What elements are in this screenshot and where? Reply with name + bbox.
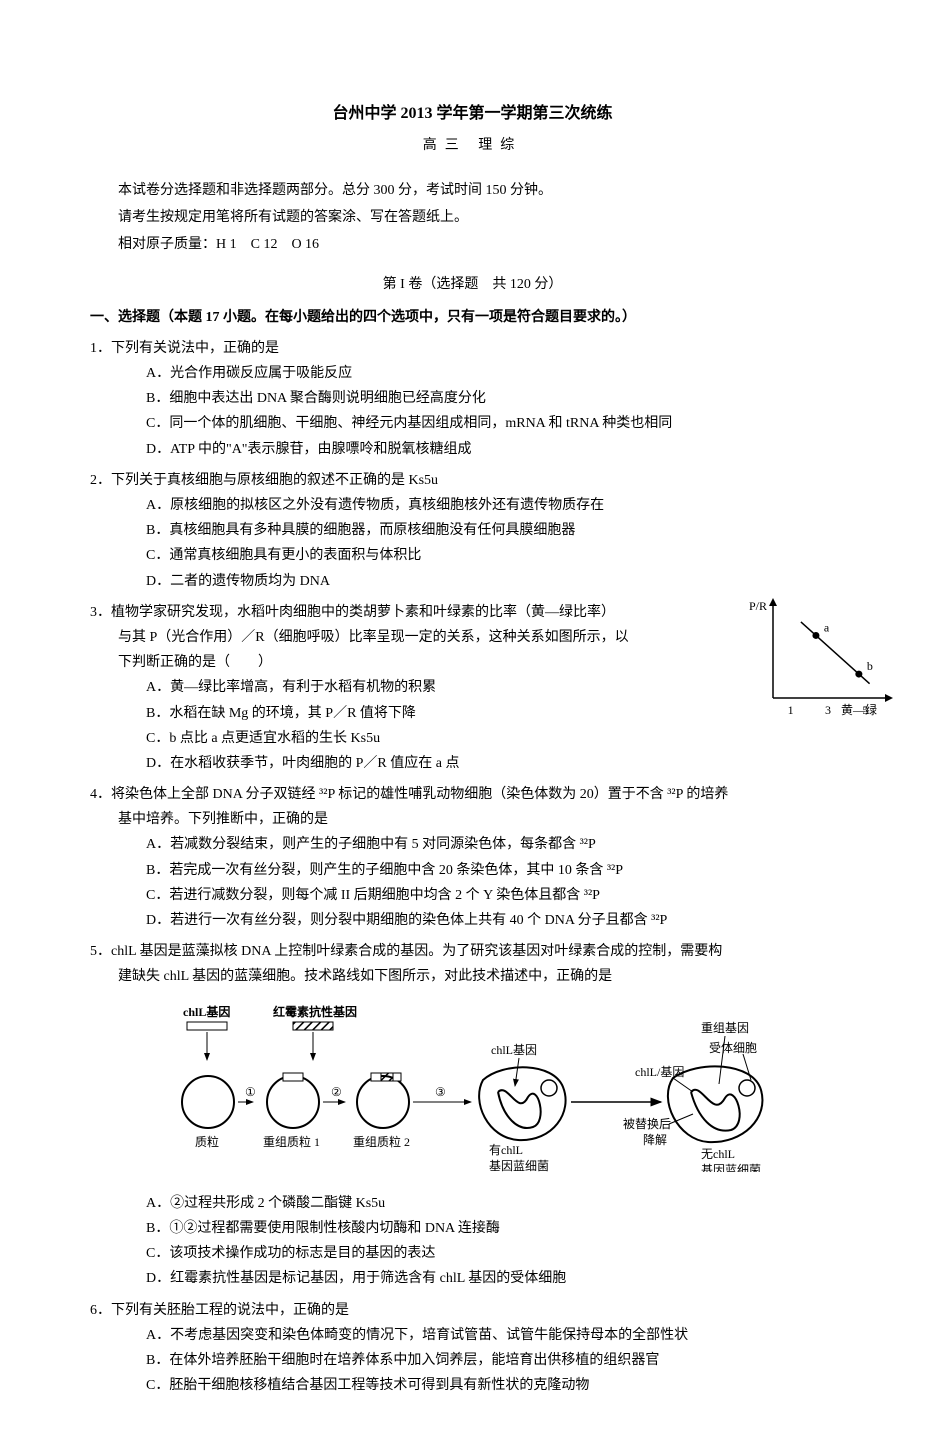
question-3: P/R135黄—绿ab 3．植物学家研究发现，水稻叶肉细胞中的类胡萝卜素和叶绿素… <box>90 600 855 776</box>
svg-text:红霉素抗性基因: 红霉素抗性基因 <box>273 1004 357 1019</box>
svg-text:重组质粒 1: 重组质粒 1 <box>263 1134 320 1149</box>
svg-text:质粒: 质粒 <box>195 1134 219 1149</box>
svg-text:chlL基因: chlL基因 <box>491 1043 537 1057</box>
question-1: 1．下列有关说法中，正确的是 A．光合作用碳反应属于吸能反应 B．细胞中表达出 … <box>90 336 855 462</box>
q4-option-a: A．若减数分裂结束，则产生的子细胞中有 5 对同源染色体，每条都含 ³²P <box>90 832 855 857</box>
q3-stem-1: 3．植物学家研究发现，水稻叶肉细胞中的类胡萝卜素和叶绿素的比率（黄—绿比率） <box>90 600 855 625</box>
q4-option-c: C．若进行减数分裂，则每个减 II 后期细胞中均含 2 个 Y 染色体且都含 ³… <box>90 883 855 908</box>
question-2: 2．下列关于真核细胞与原核细胞的叙述不正确的是 Ks5u A．原核细胞的拟核区之… <box>90 468 855 594</box>
svg-text:有chlL: 有chlL <box>489 1143 523 1157</box>
q3-option-a: A．黄—绿比率增高，有利于水稻有机物的积累 <box>90 675 855 700</box>
q4-option-b: B．若完成一次有丝分裂，则产生的子细胞中含 20 条染色体，其中 10 条含 ³… <box>90 858 855 883</box>
q6-stem: 6．下列有关胚胎工程的说法中，正确的是 <box>90 1298 855 1323</box>
svg-text:无chlL: 无chlL <box>701 1147 735 1161</box>
svg-text:重组质粒 2: 重组质粒 2 <box>353 1134 410 1149</box>
q1-option-d: D．ATP 中的"A"表示腺苷，由腺嘌呤和脱氧核糖组成 <box>90 437 855 462</box>
svg-text:3: 3 <box>825 703 831 717</box>
q5-option-a: A．②过程共形成 2 个磷酸二酯键 Ks5u <box>90 1191 855 1216</box>
svg-text:②: ② <box>331 1085 342 1099</box>
q5-option-d: D．红霉素抗性基因是标记基因，用于筛选含有 chlL 基因的受体细胞 <box>90 1266 855 1291</box>
q1-stem: 1．下列有关说法中，正确的是 <box>90 336 855 361</box>
q6-option-a: A．不考虑基因突变和染色体畸变的情况下，培育试管苗、试管牛能保持母本的全部性状 <box>90 1323 855 1348</box>
q4-stem-2: 基中培养。下列推断中，正确的是 <box>90 807 855 832</box>
section-1-heading: 一、选择题（本题 17 小题。在每小题给出的四个选项中，只有一项是符合题目要求的… <box>90 305 855 330</box>
svg-text:降解: 降解 <box>643 1133 667 1147</box>
intro-line-3: 相对原子质量：H 1 C 12 O 16 <box>90 232 855 257</box>
intro-line-1: 本试卷分选择题和非选择题两部分。总分 300 分，考试时间 150 分钟。 <box>90 178 855 203</box>
q1-option-b: B．细胞中表达出 DNA 聚合酶则说明细胞已经高度分化 <box>90 386 855 411</box>
q5-diagram: chlL基因红霉素抗性基因质粒①重组质粒 1②重组质粒 2③chlL基因有chl… <box>90 1002 855 1181</box>
exam-title: 台州中学 2013 学年第一学期第三次统练 <box>90 100 855 129</box>
q2-option-b: B．真核细胞具有多种具膜的细胞器，而原核细胞没有任何具膜细胞器 <box>90 518 855 543</box>
q4-stem-1: 4．将染色体上全部 DNA 分子双链经 ³²P 标记的雄性哺乳动物细胞（染色体数… <box>90 782 855 807</box>
svg-text:基因蓝细菌: 基因蓝细菌 <box>489 1159 549 1172</box>
q4-option-d: D．若进行一次有丝分裂，则分裂中期细胞的染色体上共有 40 个 DNA 分子且都… <box>90 908 855 933</box>
q5-stem-2: 建缺失 chlL 基因的蓝藻细胞。技术路线如下图所示，对此技术描述中，正确的是 <box>90 964 855 989</box>
q5-option-b: B．①②过程都需要使用限制性核酸内切酶和 DNA 连接酶 <box>90 1216 855 1241</box>
intro-line-2: 请考生按规定用笔将所有试题的答案涂、写在答题纸上。 <box>90 205 855 230</box>
q2-option-d: D．二者的遗传物质均为 DNA <box>90 569 855 594</box>
q3-option-d: D．在水稻收获季节，叶肉细胞的 P／R 值应在 a 点 <box>90 751 855 776</box>
svg-text:P/R: P/R <box>749 599 767 613</box>
q3-stem-2: 与其 P（光合作用）／R（细胞呼吸）比率呈现一定的关系，这种关系如图所示，以 <box>90 625 855 650</box>
q6-option-b: B．在体外培养胚胎干细胞时在培养体系中加入饲养层，能培育出供移植的组织器官 <box>90 1348 855 1373</box>
svg-text:chlL基因: chlL基因 <box>183 1004 230 1019</box>
svg-text:a: a <box>824 620 830 634</box>
svg-text:①: ① <box>245 1085 256 1099</box>
q5-stem-1: 5．chlL 基因是蓝藻拟核 DNA 上控制叶绿素合成的基因。为了研究该基因对叶… <box>90 939 855 964</box>
q3-chart: P/R135黄—绿ab <box>745 596 895 735</box>
q6-option-c: C．胚胎干细胞核移植结合基因工程等技术可得到具有新性状的克隆动物 <box>90 1373 855 1398</box>
section-1-label: 第 I 卷（选择题 共 120 分） <box>90 272 855 297</box>
svg-text:1: 1 <box>788 703 794 717</box>
q3-option-c: C．b 点比 a 点更适宜水稻的生长 Ks5u <box>90 726 855 751</box>
svg-text:chlL/基因: chlL/基因 <box>635 1065 684 1079</box>
svg-text:③: ③ <box>435 1085 446 1099</box>
q2-option-a: A．原核细胞的拟核区之外没有遗传物质，真核细胞核外还有遗传物质存在 <box>90 493 855 518</box>
svg-text:被替换后: 被替换后 <box>623 1117 671 1131</box>
q3-stem-3: 下判断正确的是（ ） <box>90 650 855 675</box>
question-5: 5．chlL 基因是蓝藻拟核 DNA 上控制叶绿素合成的基因。为了研究该基因对叶… <box>90 939 855 1291</box>
svg-text:黄—绿: 黄—绿 <box>841 702 877 717</box>
question-4: 4．将染色体上全部 DNA 分子双链经 ³²P 标记的雄性哺乳动物细胞（染色体数… <box>90 782 855 933</box>
q2-stem: 2．下列关于真核细胞与原核细胞的叙述不正确的是 Ks5u <box>90 468 855 493</box>
q1-option-a: A．光合作用碳反应属于吸能反应 <box>90 361 855 386</box>
q5-option-c: C．该项技术操作成功的标志是目的基因的表达 <box>90 1241 855 1266</box>
svg-text:受体细胞: 受体细胞 <box>709 1041 757 1055</box>
q2-option-c: C．通常真核细胞具有更小的表面积与体积比 <box>90 543 855 568</box>
svg-text:b: b <box>867 659 873 673</box>
question-6: 6．下列有关胚胎工程的说法中，正确的是 A．不考虑基因突变和染色体畸变的情况下，… <box>90 1298 855 1399</box>
exam-subtitle: 高三 理综 <box>90 133 855 158</box>
q3-option-b: B．水稻在缺 Mg 的环境，其 P／R 值将下降 <box>90 701 855 726</box>
q1-option-c: C．同一个体的肌细胞、干细胞、神经元内基因组成相同，mRNA 和 tRNA 种类… <box>90 411 855 436</box>
svg-text:基因蓝细菌: 基因蓝细菌 <box>701 1163 761 1172</box>
svg-text:重组基因: 重组基因 <box>701 1021 749 1035</box>
